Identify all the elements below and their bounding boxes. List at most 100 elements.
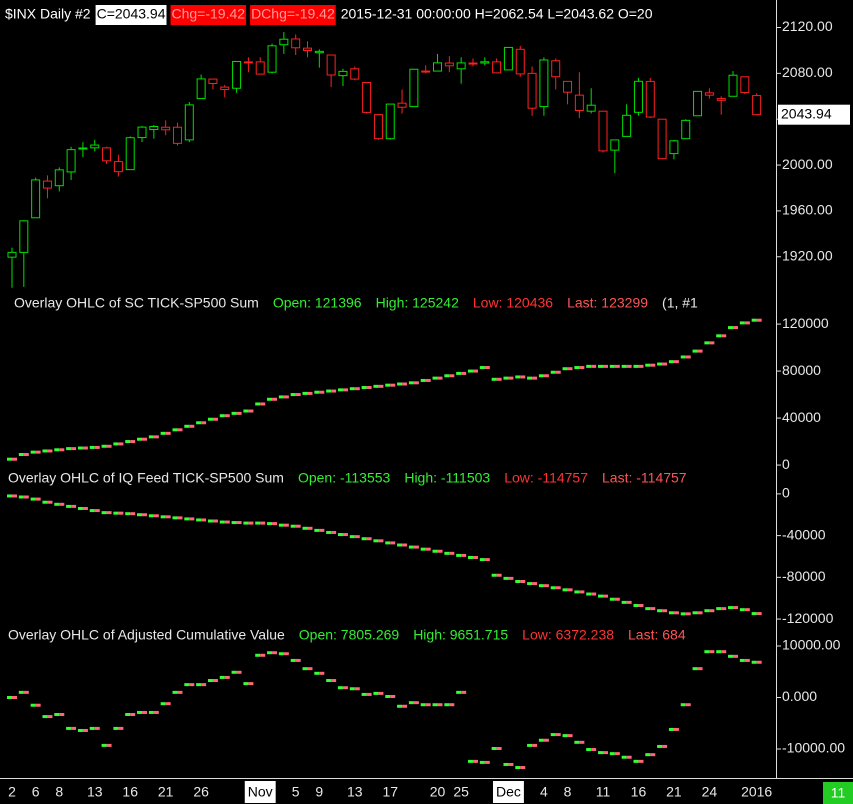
x-tick-label: 13 (347, 784, 363, 800)
header-close-label: C=2043.94 (97, 6, 166, 22)
x-tick-label: 21 (666, 784, 682, 800)
candle-body (255, 61, 265, 75)
overlay-low-label: Low: 120436 (473, 295, 553, 311)
candle-body (480, 61, 490, 64)
overlay-last-label: Last: 123299 (567, 295, 648, 311)
candle-body (78, 147, 88, 150)
y-tick-label: 1960.00 (782, 202, 833, 218)
candle-body (7, 251, 17, 258)
x-tick-label: Dec (496, 784, 521, 800)
candle-body (113, 161, 123, 173)
candle-body (161, 126, 171, 131)
candle-body (539, 59, 549, 108)
status-label: 11 (831, 785, 846, 801)
candle-body (373, 114, 383, 140)
candle-body (303, 47, 312, 52)
x-tick-label: 8 (564, 784, 572, 800)
candle-body (551, 60, 561, 78)
overlay-last-label: Last: -114757 (602, 470, 687, 486)
candle-body (456, 62, 466, 70)
overlay-open-label: Open: -113553 (298, 470, 391, 486)
overlay-extra-label: (1, #1 (662, 295, 698, 311)
overlay-last-label: Last: 684 (628, 627, 686, 643)
y-tick-label: -10000.00 (782, 740, 845, 756)
overlay-low-label: Low: -114757 (504, 470, 588, 486)
candle-body (681, 119, 691, 140)
y-tick-label: 40000 (782, 409, 821, 425)
x-tick-label: 8 (55, 784, 63, 800)
x-tick-label: 21 (158, 784, 174, 800)
candle-body (468, 62, 478, 65)
x-tick-label: 11 (596, 784, 611, 800)
header-box (170, 5, 247, 25)
candle-body (444, 62, 454, 67)
last-price-box (778, 104, 850, 125)
candle-body (610, 139, 620, 151)
y-tick-label: -120000 (782, 610, 834, 626)
x-tick-label: 6 (32, 784, 40, 800)
x-tick-label: 16 (631, 784, 647, 800)
candle-body (291, 38, 301, 49)
candle-body (172, 126, 182, 144)
header-box (250, 5, 336, 25)
y-tick-label: 0 (782, 456, 790, 472)
x-tick-highlight (492, 781, 524, 803)
overlay-bars (7, 318, 762, 461)
candle-body (42, 180, 52, 189)
y-tick-label: -40000 (782, 526, 826, 542)
overlay-open-label: Open: 121396 (273, 295, 362, 311)
candle-body (267, 45, 277, 73)
candle-body (740, 76, 750, 93)
candle-body (208, 78, 218, 84)
y-tick-label: 2080.00 (782, 64, 833, 80)
candle-body (350, 68, 360, 80)
x-tick-label: 20 (430, 784, 446, 800)
y-tick-label: 1920.00 (782, 247, 833, 263)
candle-body (196, 78, 206, 100)
candle-body (728, 74, 738, 97)
header-change-label: Chg=-19.42 (172, 6, 246, 22)
candle-body (421, 70, 431, 73)
candle-body (243, 61, 253, 64)
overlay-high-label: High: -111503 (404, 470, 490, 486)
last-price-label: 2043.94 (781, 105, 832, 121)
y-tick-label: 10000.00 (782, 637, 841, 653)
candle-body (232, 60, 242, 89)
y-tick-label: 2000.00 (782, 156, 833, 172)
x-tick-label: 5 (292, 784, 300, 800)
y-tick-label: 0 (782, 485, 790, 501)
candle-body (362, 82, 372, 113)
candle-body (633, 80, 643, 113)
x-tick-label: 26 (193, 784, 209, 800)
overlay-title: Overlay OHLC of SC TICK-SP500 Sum (14, 295, 259, 311)
candle-body (90, 144, 100, 149)
candle-body (338, 70, 348, 77)
candle-body (220, 86, 230, 91)
candle-body (716, 98, 726, 101)
x-tick-label: 2 (8, 784, 16, 800)
overlay-bars (7, 494, 762, 616)
overlay-title: Overlay OHLC of Adjusted Cumulative Valu… (8, 627, 285, 643)
candle-body (102, 147, 112, 162)
candle-body (385, 103, 395, 140)
candle-body (598, 110, 608, 152)
overlay-high-label: High: 125242 (376, 295, 460, 311)
header-box (95, 5, 167, 25)
overlay-low-label: Low: 6372.238 (522, 627, 614, 643)
candles (7, 32, 762, 288)
overlay-high-label: High: 9651.715 (413, 627, 508, 643)
y-tick-label: 120000 (782, 315, 829, 331)
x-tick-label: 25 (453, 784, 469, 800)
x-tick-label: 16 (122, 784, 138, 800)
candle-body (137, 126, 147, 139)
y-tick-label: 2120.00 (782, 18, 833, 34)
status-box (823, 782, 853, 804)
header-daily-change-label: DChg=-19.42 (251, 6, 335, 22)
x-tick-label: Nov (248, 784, 273, 800)
x-tick-label: 2016 (741, 784, 772, 800)
header-symbol-label: $INX Daily #2 (5, 6, 91, 22)
candle-body (657, 118, 667, 160)
x-tick-label: 17 (382, 784, 398, 800)
